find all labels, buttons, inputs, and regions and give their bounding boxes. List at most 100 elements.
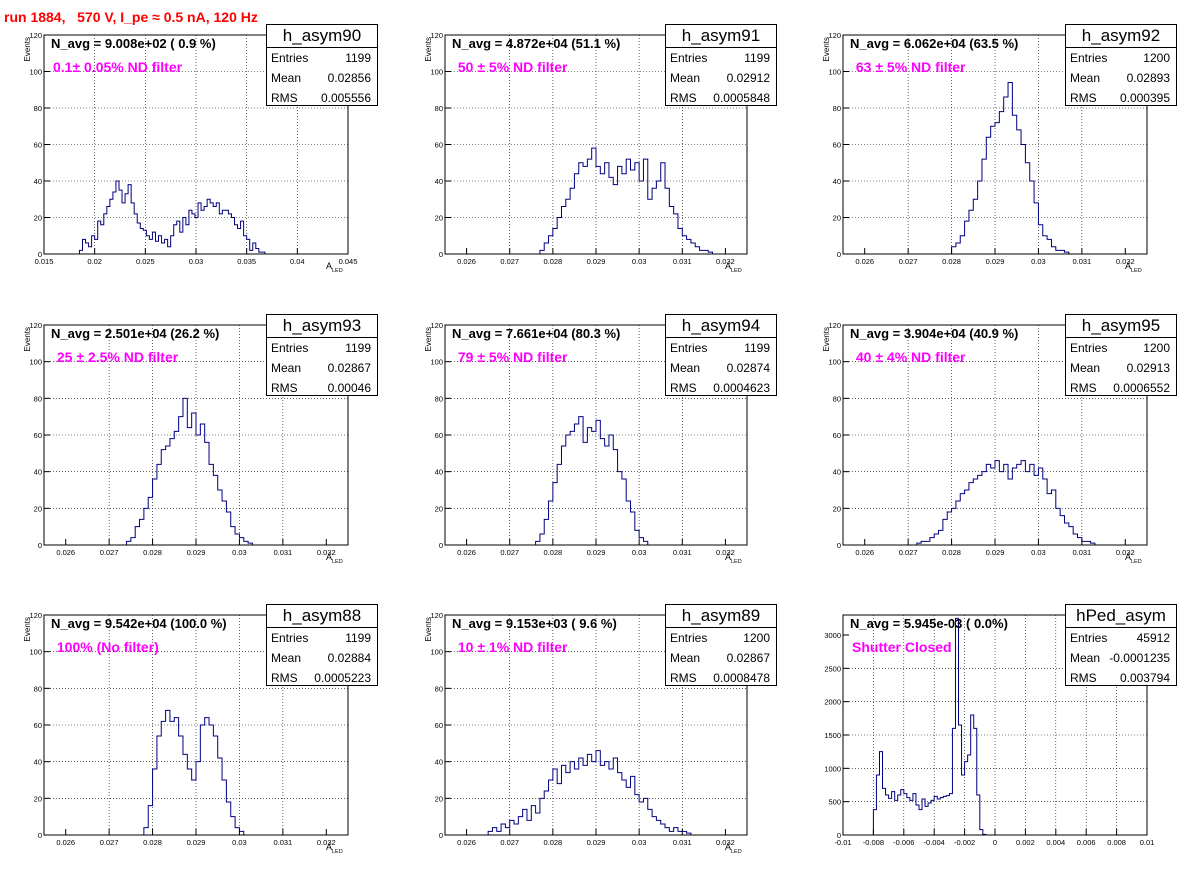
- x-tick-label: 0.015: [35, 257, 54, 266]
- x-tick-label: 0.03: [189, 257, 204, 266]
- stats-row-mean: Mean 0.02893: [1066, 68, 1176, 88]
- y-tick-label: 1000: [824, 764, 841, 773]
- histogram-name: hPed_asym: [1066, 605, 1176, 628]
- x-tick-label: 0.027: [899, 257, 918, 266]
- x-tick-label: 0.029: [587, 838, 606, 847]
- y-tick-label: 20: [435, 794, 443, 803]
- y-tick-label: 3000: [824, 631, 841, 640]
- y-tick-label: 1500: [824, 731, 841, 740]
- y-tick-label: 0: [837, 831, 841, 840]
- filter-label: 25 ± 2.5% ND filter: [53, 349, 179, 365]
- stats-label: RMS: [271, 91, 298, 105]
- filter-label: 63 ± 5% ND filter: [852, 59, 966, 75]
- stats-value: 0.000395: [1119, 91, 1170, 105]
- y-tick-label: 100: [430, 648, 443, 657]
- y-tick-label: 80: [833, 104, 841, 113]
- stats-value: 0.02874: [726, 361, 770, 375]
- x-tick-label: 0.032: [716, 548, 735, 557]
- stats-value: 1200: [1143, 341, 1170, 355]
- stats-row-mean: Mean 0.02913: [1066, 358, 1176, 378]
- y-axis-title: Events: [822, 37, 831, 61]
- x-tick-label: 0.027: [100, 548, 119, 557]
- stats-row-entries: Entries 45912: [1066, 628, 1176, 648]
- stats-row-entries: Entries 1199: [666, 48, 776, 68]
- y-tick-label: 0: [38, 831, 42, 840]
- stats-label: RMS: [1070, 381, 1097, 395]
- x-tick-label: 0.031: [673, 838, 692, 847]
- stats-row-rms: RMS 0.0006552: [1066, 378, 1176, 398]
- stats-value: 1199: [744, 341, 770, 355]
- y-tick-label: 120: [828, 321, 841, 330]
- histogram-series-hPed_asym: [872, 617, 987, 835]
- histogram-panel-h_asym95: 0.026 0.027 0.028 0.029 0.03 0.031 0.032 0 20 40 6…: [822, 321, 1148, 565]
- histogram-name: h_asym88: [267, 605, 377, 628]
- y-tick-label: 20: [833, 504, 841, 513]
- y-tick-label: 120: [430, 31, 443, 40]
- y-tick-label: 20: [833, 214, 841, 223]
- stats-label: RMS: [1070, 671, 1097, 685]
- y-axis-title: Events: [23, 37, 32, 61]
- x-tick-label: 0.032: [1116, 548, 1135, 557]
- stats-value: 1200: [743, 631, 770, 645]
- stats-label: Entries: [271, 51, 309, 65]
- histogram-name: h_asym89: [666, 605, 776, 628]
- y-tick-label: 0: [837, 541, 841, 550]
- histogram-series-h_asym92: [951, 81, 1070, 254]
- y-tick-label: 80: [34, 684, 42, 693]
- stats-box: h_asym90 Entries 1199 Mean 0.02856 RMS 0.00555…: [266, 24, 378, 106]
- stats-label: Entries: [271, 341, 309, 355]
- filter-label: 100% (No filter): [53, 639, 159, 655]
- x-axis-title: A: [326, 261, 332, 271]
- x-tick-label: 0.025: [136, 257, 155, 266]
- x-axis-title: A: [725, 552, 731, 562]
- x-tick-label: 0.045: [339, 257, 358, 266]
- stats-label: Mean: [271, 651, 302, 665]
- x-tick-label: 0.031: [273, 548, 292, 557]
- x-tick-label: 0.027: [500, 838, 519, 847]
- histogram-series-h_asym91: [539, 147, 713, 254]
- x-tick-label: 0.029: [986, 257, 1005, 266]
- stats-label: Entries: [271, 631, 309, 645]
- y-tick-label: 0: [439, 250, 443, 259]
- x-tick-label: 0.03: [1031, 257, 1046, 266]
- histogram-name: h_asym94: [666, 315, 776, 338]
- x-tick-label: 0.028: [143, 838, 162, 847]
- x-tick-label: 0.03: [232, 548, 247, 557]
- x-tick-label: 0.031: [1072, 548, 1091, 557]
- stats-value: 0.003794: [1119, 671, 1170, 685]
- x-axis-title: A: [326, 842, 332, 852]
- x-tick-label: 0.032: [716, 257, 735, 266]
- y-tick-label: 120: [430, 321, 443, 330]
- histogram-series-h_asym93: [126, 397, 253, 545]
- navg-annotation: N_avg = 3.904e+04 (40.9 %): [850, 326, 1019, 341]
- stats-label: Mean: [1070, 361, 1101, 375]
- x-axis-title-subscript: LED: [731, 268, 742, 274]
- stats-value: -0.0001235: [1109, 651, 1170, 665]
- y-tick-label: 40: [34, 758, 42, 767]
- stats-row-mean: Mean 0.02874: [666, 358, 776, 378]
- stats-value: 0.02867: [327, 361, 371, 375]
- y-tick-label: 0: [38, 250, 42, 259]
- x-tick-label: 0.026: [457, 548, 476, 557]
- x-tick-label: 0.03: [232, 838, 247, 847]
- x-tick-label: 0.03: [632, 838, 647, 847]
- stats-value: 0.02893: [1126, 71, 1170, 85]
- stats-label: Mean: [271, 71, 302, 85]
- y-tick-label: 100: [828, 358, 841, 367]
- x-axis-title-subscript: LED: [332, 268, 343, 274]
- x-axis-title-subscript: LED: [731, 849, 742, 855]
- y-tick-label: 2000: [824, 698, 841, 707]
- y-tick-label: 100: [430, 358, 443, 367]
- x-tick-label: -0.008: [863, 838, 884, 847]
- y-axis-title: Events: [424, 37, 433, 61]
- x-tick-label: 0.031: [673, 548, 692, 557]
- y-tick-label: 40: [435, 758, 443, 767]
- y-tick-label: 120: [29, 611, 42, 620]
- stats-label: Entries: [1070, 341, 1108, 355]
- stats-row-mean: Mean 0.02912: [666, 68, 776, 88]
- stats-row-entries: Entries 1200: [666, 628, 776, 648]
- x-axis-title: A: [725, 261, 731, 271]
- histogram-series-h_asym89: [487, 750, 692, 835]
- y-tick-label: 80: [435, 104, 443, 113]
- stats-label: Mean: [670, 361, 701, 375]
